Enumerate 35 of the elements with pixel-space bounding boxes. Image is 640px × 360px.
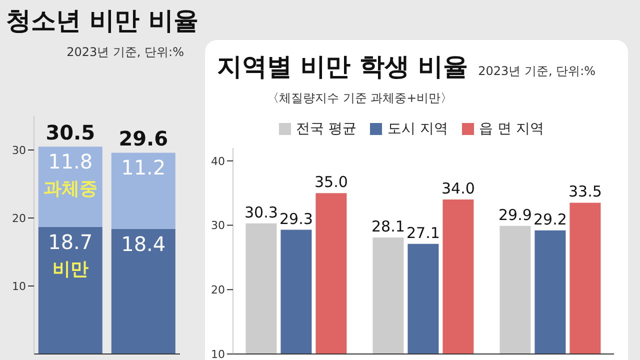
bar [111,228,176,354]
data-label: 18.4 [121,232,166,256]
chart-subtitle: 2023년 기준, 단위:% [478,64,596,78]
total-label: 30.5 [46,120,96,145]
data-label: 33.5 [568,182,602,201]
series-label: 과체중 [43,178,98,200]
data-label: 28.1 [371,217,405,236]
text: 〈체질량지수 기준 과체중+비만〉 [267,90,453,107]
y-tick-label: 10 [211,348,225,360]
y-tick-label: 40 [211,154,225,168]
data-label: 29.9 [498,206,532,224]
data-label: 29.3 [279,210,313,228]
bar [38,226,102,354]
series-label: 비만 [52,258,88,280]
data-label: 30.3 [244,203,278,222]
legend-label: 읍 면 지역 [478,120,544,138]
data-label: 11.8 [48,150,93,174]
y-tick-label: 20 [211,284,225,297]
y-tick-label: 30 [211,219,225,232]
y-tick-label: 30 [12,144,26,157]
chart-title: 청소년 비만 비율 [6,5,198,37]
data-label: 11.2 [121,156,166,180]
data-label: 27.1 [406,224,440,242]
legend-label: 도시 지역 [386,120,448,138]
data-label: 35.0 [314,173,348,192]
y-tick-label: 20 [12,212,26,225]
bar [111,152,176,229]
chart-subtitle: 2023년 기준, 단위:% [66,44,184,61]
data-label: 18.7 [48,230,93,254]
y-tick-label: 10 [12,280,26,293]
legend-label: 전국 평균 [295,120,356,138]
data-label: 34.0 [441,180,475,198]
data-label: 29.2 [533,210,567,228]
chart-title: 지역별 비만 학생 비율 [217,52,468,81]
total-label: 29.6 [118,126,168,151]
